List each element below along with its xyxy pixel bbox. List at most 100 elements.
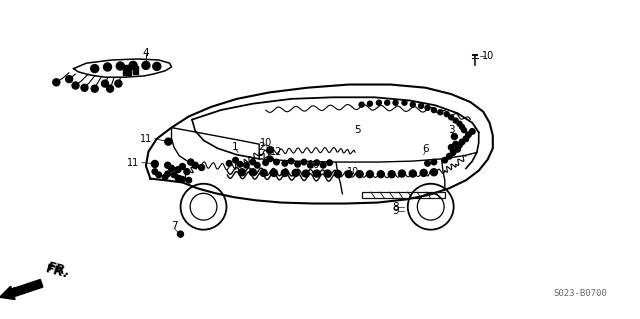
Circle shape xyxy=(295,161,300,167)
Circle shape xyxy=(470,129,475,134)
Circle shape xyxy=(268,156,273,162)
Circle shape xyxy=(314,160,319,166)
Circle shape xyxy=(447,153,452,159)
Circle shape xyxy=(420,169,427,176)
Circle shape xyxy=(165,138,172,145)
Circle shape xyxy=(321,162,326,168)
Circle shape xyxy=(91,64,99,73)
Circle shape xyxy=(301,159,307,165)
Circle shape xyxy=(419,103,424,108)
Text: 12: 12 xyxy=(270,147,283,158)
Circle shape xyxy=(237,161,243,167)
Circle shape xyxy=(460,124,465,130)
Circle shape xyxy=(164,162,171,168)
Circle shape xyxy=(438,110,443,115)
Circle shape xyxy=(378,171,384,178)
Circle shape xyxy=(156,172,161,178)
Text: S023-B0700: S023-B0700 xyxy=(553,289,607,298)
Circle shape xyxy=(449,115,454,120)
FancyArrow shape xyxy=(0,279,43,300)
Circle shape xyxy=(180,176,185,182)
Circle shape xyxy=(410,102,415,107)
Circle shape xyxy=(431,159,436,165)
Circle shape xyxy=(92,85,98,92)
Circle shape xyxy=(457,121,462,126)
Circle shape xyxy=(466,132,471,137)
Circle shape xyxy=(271,169,277,176)
Text: 3: 3 xyxy=(449,125,455,135)
Text: 2: 2 xyxy=(258,142,264,152)
Text: FR.: FR. xyxy=(44,263,69,281)
Text: 11: 11 xyxy=(140,134,152,144)
Circle shape xyxy=(53,79,60,86)
Circle shape xyxy=(388,171,395,178)
Circle shape xyxy=(393,100,398,105)
Circle shape xyxy=(198,165,205,170)
Text: 10: 10 xyxy=(347,167,360,177)
Circle shape xyxy=(152,160,158,167)
Circle shape xyxy=(274,159,279,165)
Circle shape xyxy=(308,162,313,168)
Text: 8: 8 xyxy=(392,202,399,212)
Circle shape xyxy=(442,157,447,163)
Circle shape xyxy=(449,145,454,150)
Circle shape xyxy=(444,112,449,117)
Circle shape xyxy=(451,134,458,139)
Circle shape xyxy=(463,136,468,142)
Circle shape xyxy=(327,160,332,166)
Circle shape xyxy=(239,169,245,176)
Circle shape xyxy=(81,84,88,91)
Text: 9: 9 xyxy=(392,205,399,216)
Circle shape xyxy=(431,108,436,113)
Circle shape xyxy=(250,169,256,176)
Bar xyxy=(133,65,138,74)
Circle shape xyxy=(335,170,341,177)
Circle shape xyxy=(314,170,320,177)
Circle shape xyxy=(102,80,108,87)
Circle shape xyxy=(175,167,181,173)
Circle shape xyxy=(153,62,161,70)
Circle shape xyxy=(168,166,175,171)
Circle shape xyxy=(179,164,186,169)
Circle shape xyxy=(292,169,299,176)
Circle shape xyxy=(425,105,430,110)
Circle shape xyxy=(376,100,381,105)
Text: 1: 1 xyxy=(232,142,239,152)
Circle shape xyxy=(66,76,72,83)
Circle shape xyxy=(192,162,198,168)
Circle shape xyxy=(346,171,352,178)
Circle shape xyxy=(175,175,180,181)
Text: 5: 5 xyxy=(354,125,360,135)
Circle shape xyxy=(282,160,287,166)
Circle shape xyxy=(250,159,255,165)
Text: 11: 11 xyxy=(127,158,140,168)
Text: 10: 10 xyxy=(481,51,494,61)
Circle shape xyxy=(455,146,460,152)
Circle shape xyxy=(367,101,372,106)
Circle shape xyxy=(402,100,407,105)
Circle shape xyxy=(460,139,465,145)
Circle shape xyxy=(244,162,249,168)
Circle shape xyxy=(457,142,462,148)
Bar xyxy=(362,192,445,198)
Circle shape xyxy=(115,80,122,87)
Circle shape xyxy=(282,169,288,176)
Circle shape xyxy=(186,177,191,183)
Text: 6: 6 xyxy=(422,144,429,154)
Circle shape xyxy=(399,170,405,177)
Circle shape xyxy=(165,171,170,177)
Circle shape xyxy=(188,159,194,165)
Bar xyxy=(123,64,131,75)
Circle shape xyxy=(303,170,309,177)
Circle shape xyxy=(425,160,430,166)
Circle shape xyxy=(461,128,467,133)
Circle shape xyxy=(260,169,267,176)
Circle shape xyxy=(356,171,363,178)
Circle shape xyxy=(163,174,168,180)
Text: 4: 4 xyxy=(143,48,149,58)
Circle shape xyxy=(367,171,373,178)
Circle shape xyxy=(359,102,364,107)
Circle shape xyxy=(227,160,232,166)
Circle shape xyxy=(385,100,390,105)
Circle shape xyxy=(107,85,113,92)
